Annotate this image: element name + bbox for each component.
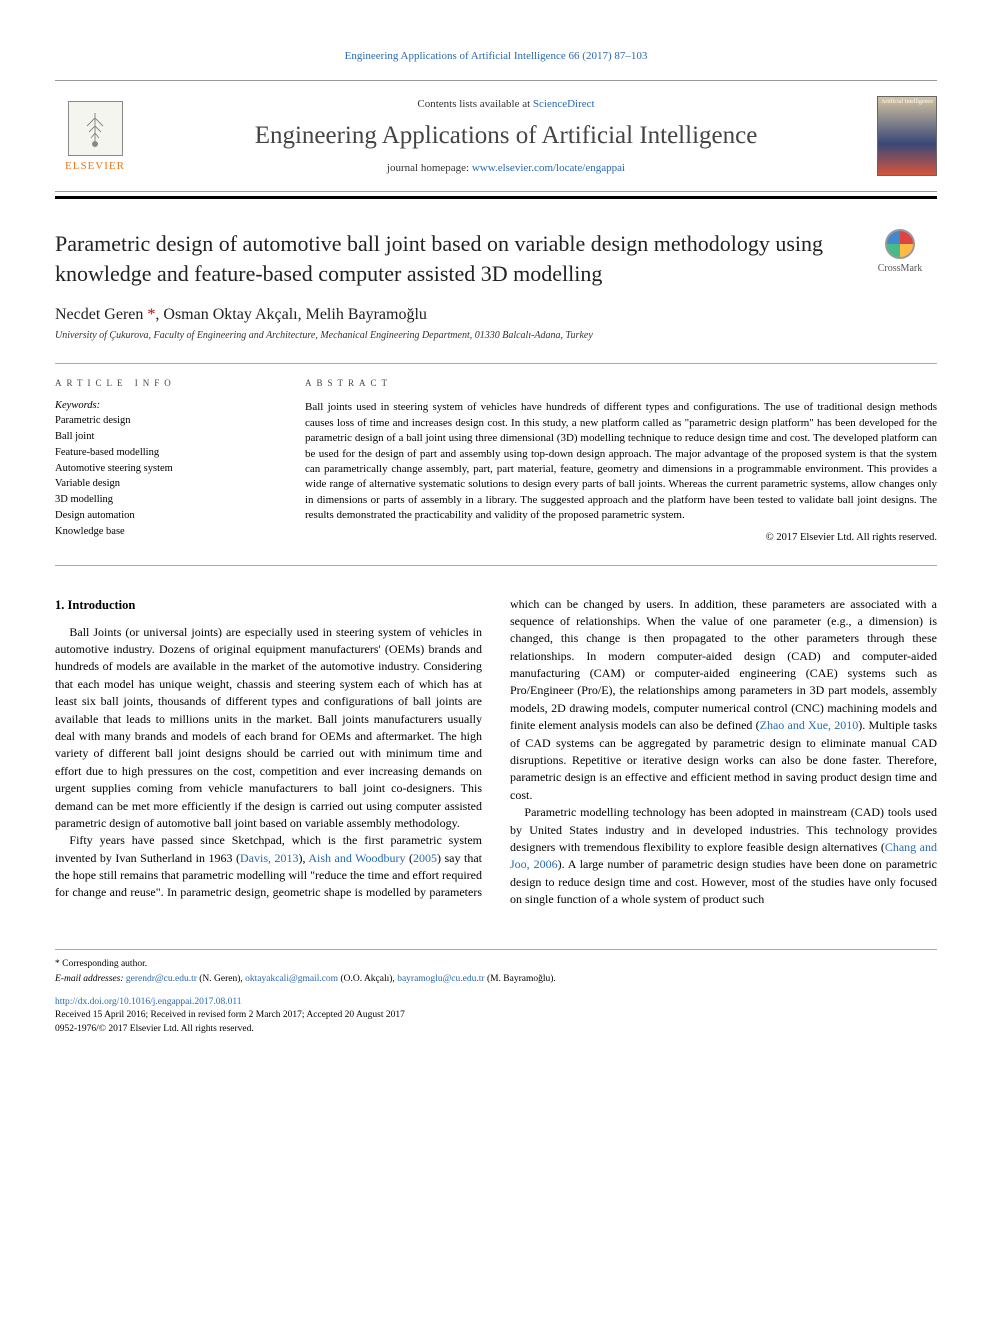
email-link[interactable]: oktayakcali@gmail.com [245,974,338,984]
citation-link[interactable]: Zhao and Xue, 2010 [760,718,859,732]
elsevier-text: ELSEVIER [65,160,125,172]
email-who: (N. Geren), [197,974,245,984]
keyword-item: Ball joint [55,429,265,445]
text-run: Parametric modelling technology has been… [510,805,937,854]
divider [55,363,937,364]
keyword-item: Knowledge base [55,524,265,540]
article-title: Parametric design of automotive ball joi… [55,229,863,288]
keyword-item: Variable design [55,476,265,492]
abstract-copyright: © 2017 Elsevier Ltd. All rights reserved… [305,532,937,543]
journal-header-box: ELSEVIER Contents lists available at Sci… [55,80,937,192]
keywords-list: Parametric design Ball joint Feature-bas… [55,413,265,539]
section-heading: 1. Introduction [55,596,482,614]
journal-name: Engineering Applications of Artificial I… [135,122,877,150]
sciencedirect-link[interactable]: ScienceDirect [533,98,595,110]
journal-center: Contents lists available at ScienceDirec… [135,98,877,174]
abstract-label: ABSTRACT [305,378,937,388]
sep: , [298,306,306,323]
citation-link[interactable]: Davis, 2013 [240,851,299,865]
citation-header: Engineering Applications of Artificial I… [55,50,937,62]
cover-text: Artificial Intelligence [881,99,933,105]
keywords-label: Keywords: [55,400,265,411]
received-line: Received 15 April 2016; Received in revi… [55,1009,937,1022]
keyword-item: 3D modelling [55,492,265,508]
citation-link[interactable]: 2005 [413,851,437,865]
crossmark-label: CrossMark [878,263,922,274]
corresponding-mark: * [143,306,155,323]
contents-line: Contents lists available at ScienceDirec… [135,98,877,110]
divider [55,565,937,566]
contents-prefix: Contents lists available at [417,98,532,110]
text-run: ), [299,851,309,865]
divider-bar [55,196,937,199]
issn-copyright: 0952-1976/© 2017 Elsevier Ltd. All right… [55,1023,937,1036]
email-link[interactable]: bayramoglu@cu.edu.tr [397,974,484,984]
email-label: E-mail addresses: [55,974,126,984]
homepage-prefix: journal homepage: [387,162,472,174]
elsevier-logo: ELSEVIER [55,91,135,181]
keyword-item: Feature-based modelling [55,445,265,461]
authors-line: Necdet Geren *, Osman Oktay Akçalı, Meli… [55,306,937,324]
corresponding-note: * Corresponding author. [55,958,937,971]
email-link[interactable]: gerendr@cu.edu.tr [126,974,197,984]
email-who: (O.O. Akçalı), [338,974,397,984]
section-title: Introduction [68,598,136,612]
affiliation: University of Çukurova, Faculty of Engin… [55,330,937,341]
journal-cover-thumbnail: Artificial Intelligence [877,96,937,176]
abstract-column: ABSTRACT Ball joints used in steering sy… [305,378,937,542]
body-text: 1. Introduction Ball Joints (or universa… [55,596,937,909]
meta-row: ARTICLE INFO Keywords: Parametric design… [55,378,937,542]
keyword-item: Automotive steering system [55,461,265,477]
email-who: (M. Bayramoğlu). [485,974,556,984]
section-number: 1. [55,598,64,612]
body-paragraph: Parametric modelling technology has been… [510,804,937,908]
footer-block: * Corresponding author. E-mail addresses… [55,949,937,1036]
author-1: Necdet Geren [55,306,143,323]
citation-link[interactable]: Aish and Woodbury [308,851,405,865]
emails-line: E-mail addresses: gerendr@cu.edu.tr (N. … [55,973,937,986]
homepage-link[interactable]: www.elsevier.com/locate/engappai [472,162,625,174]
abstract-text: Ball joints used in steering system of v… [305,400,937,523]
keyword-item: Parametric design [55,413,265,429]
text-run: ( [406,851,414,865]
author-2: Osman Oktay Akçalı [163,306,297,323]
article-info-column: ARTICLE INFO Keywords: Parametric design… [55,378,265,542]
homepage-line: journal homepage: www.elsevier.com/locat… [135,162,877,174]
crossmark-icon [885,229,915,259]
text-run: ). A large number of parametric design s… [510,857,937,906]
elsevier-tree-icon [68,101,123,156]
article-info-label: ARTICLE INFO [55,378,265,388]
author-3: Melih Bayramoğlu [306,306,427,323]
body-paragraph: Ball Joints (or universal joints) are es… [55,624,482,833]
crossmark-badge[interactable]: CrossMark [863,229,937,274]
doi-link[interactable]: http://dx.doi.org/10.1016/j.engappai.201… [55,996,937,1009]
keyword-item: Design automation [55,508,265,524]
